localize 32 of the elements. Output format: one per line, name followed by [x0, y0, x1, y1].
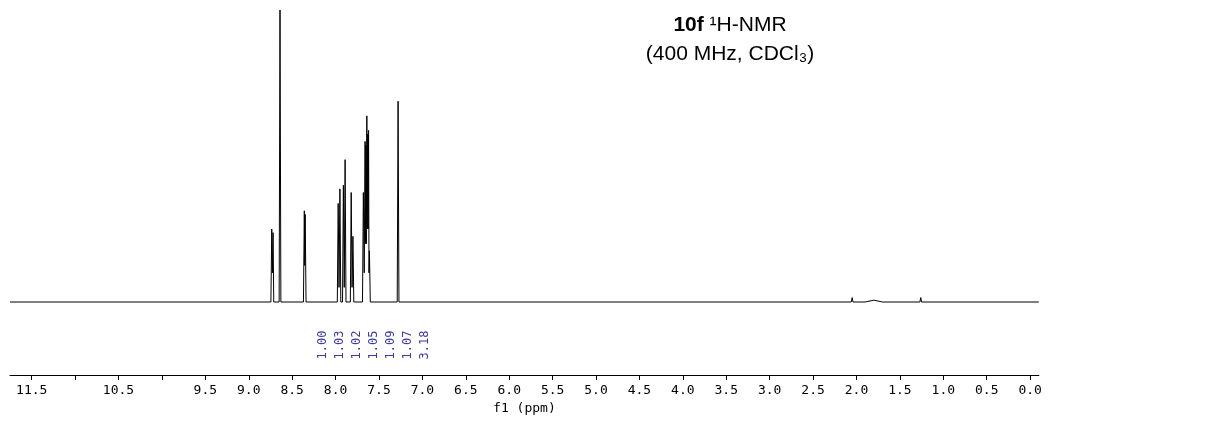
x-tick-label: 4.0: [671, 382, 695, 397]
x-tick-label: 2.5: [801, 382, 825, 397]
x-axis-title: f1 (ppm): [493, 399, 556, 415]
annotation: 1.07: [400, 330, 414, 360]
x-tick-label: 0.0: [1018, 382, 1042, 397]
x-tick-label: 9.0: [237, 382, 261, 397]
x-tick-label: 5.0: [584, 382, 608, 397]
annotation: 3.18: [417, 330, 431, 360]
chart-title: 10f ¹H-NMR: [673, 12, 787, 35]
x-tick-label: 5.5: [540, 382, 565, 397]
x-tick-label: 11.5: [16, 382, 48, 397]
x-tick-label: 9.5: [193, 382, 218, 397]
x-tick-label: 8.5: [280, 382, 304, 397]
x-tick-label: 8.0: [323, 382, 348, 397]
x-tick-label: 6.5: [454, 382, 478, 397]
x-tick-label: 10.5: [102, 382, 135, 397]
annotation: 1.00: [315, 330, 329, 360]
x-tick-label: 1.5: [888, 382, 912, 397]
x-tick-label: 2.0: [844, 382, 869, 397]
x-tick-label: 0.5: [974, 382, 999, 397]
annotation: 1.03: [332, 330, 346, 360]
x-tick-label: 4.5: [627, 382, 652, 397]
x-tick-label: 6.0: [497, 382, 521, 397]
text: (400 MHz, CDCl₃): [645, 41, 815, 64]
x-tick-label: 7.5: [367, 382, 391, 397]
x-tick-label: 1.0: [931, 382, 956, 397]
x-tick-label: 3.5: [714, 382, 738, 397]
annotation: 1.09: [383, 330, 397, 360]
annotation: 1.05: [366, 330, 380, 360]
x-tick-label: 3.0: [757, 382, 782, 397]
annotation: 1.02: [349, 330, 363, 360]
x-tick-label: 7.0: [410, 382, 435, 397]
